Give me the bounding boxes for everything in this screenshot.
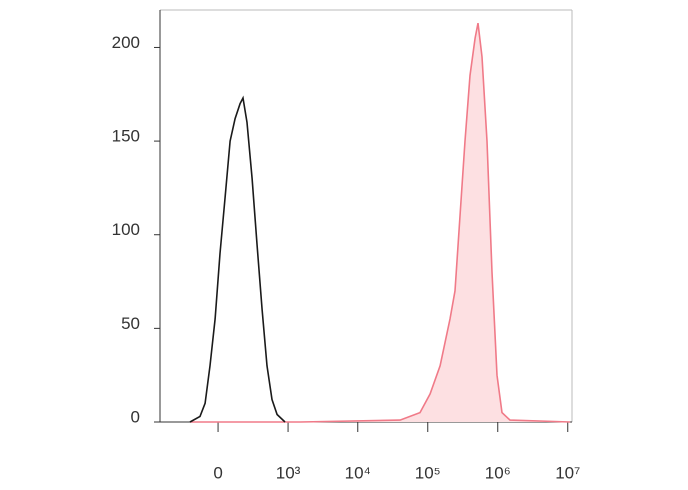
histogram-line (190, 22, 571, 423)
y-tick-label: 100 (112, 220, 140, 239)
x-tick-label: 10⁵ (415, 463, 441, 482)
x-tick-label: 10⁶ (485, 463, 511, 482)
x-tick-label: 10⁴ (345, 463, 371, 482)
y-tick-label: 150 (112, 127, 140, 146)
y-tick-label: 50 (121, 314, 140, 333)
histogram-area (190, 23, 571, 422)
y-tick-label: 200 (112, 33, 140, 52)
histogram-line (189, 95, 286, 423)
x-tick-label: 10⁷ (555, 463, 580, 482)
x-tick-label: 10³ (276, 463, 301, 482)
y-tick-label: 0 (131, 407, 140, 426)
x-tick-label: 0 (213, 463, 222, 482)
